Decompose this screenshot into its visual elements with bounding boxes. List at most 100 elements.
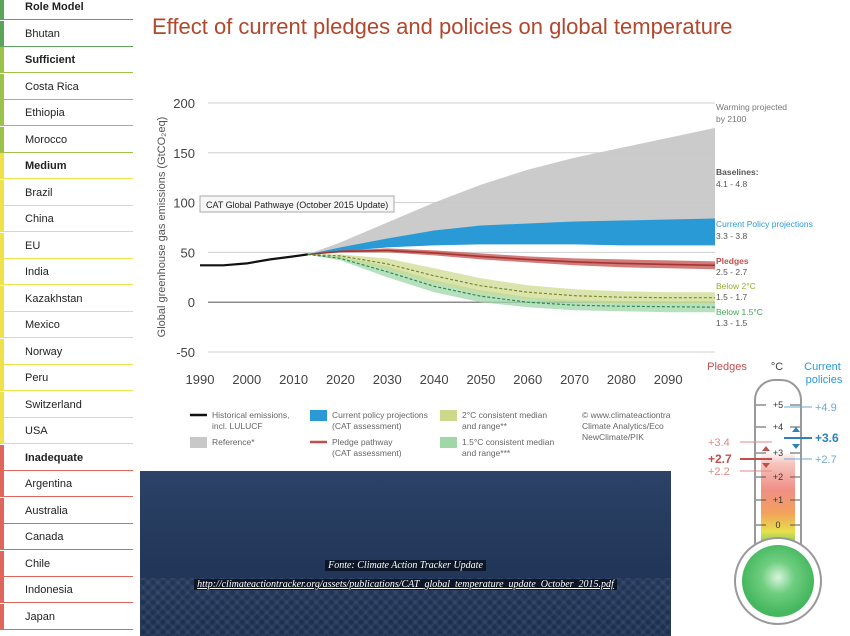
thermo-scale-label: +2 <box>773 472 783 482</box>
two-degree-median-line <box>307 253 715 299</box>
sidebar-item-ethiopia[interactable]: Ethiopia <box>0 100 133 126</box>
source-link-text[interactable]: http://climateactiontracker.org/assets/p… <box>194 579 617 590</box>
sidebar-item-india[interactable]: India <box>0 259 133 285</box>
pledge-value-mid: +2.7 <box>708 452 732 466</box>
pledge-arrow-up-icon <box>762 446 770 451</box>
legend-entry-line: 1.5°C consistent median <box>462 437 554 447</box>
y-tick-label: 50 <box>181 245 195 260</box>
legend-entry-line: Historical emissions, <box>212 410 289 420</box>
sidebar-item-china[interactable]: China <box>0 206 133 232</box>
legend-entry-line: (CAT assessment) <box>332 448 402 458</box>
x-tick-label: 2040 <box>420 372 449 387</box>
x-tick-label: 2010 <box>279 372 308 387</box>
legend-swatch-1 <box>310 410 327 421</box>
sidebar-item-morocco[interactable]: Morocco <box>0 126 133 153</box>
thermo-scale-label: +1 <box>773 495 783 505</box>
policy-arrow-down-icon <box>792 444 800 449</box>
y-tick-label: 0 <box>188 295 195 310</box>
temperature-thermometer: Pledges °C Current policies +5+4+3+2+10 … <box>707 361 844 625</box>
x-tick-label: 2030 <box>373 372 402 387</box>
thermo-unit: °C <box>771 361 783 373</box>
y-tick-label: 150 <box>173 146 195 161</box>
legend-entry-1: Current policy projections (CAT assessmen… <box>332 410 428 431</box>
legend-entry-line: Reference* <box>212 437 255 447</box>
right-label-2-5-2-7: 2.5 - 2.7 <box>716 267 747 277</box>
thermo-policies-header-line1: Current <box>804 361 841 373</box>
sidebar-item-canada[interactable]: Canada <box>0 524 133 550</box>
legend-entry-line: © www.climateactiontra <box>582 410 671 420</box>
sidebar-category-medium: Medium <box>0 153 133 179</box>
y-tick-label: -50 <box>176 345 195 360</box>
legend-entry-5: Pledge pathway (CAT assessment) <box>332 437 402 458</box>
right-label-below-2-c: Below 2°C <box>716 281 756 291</box>
sidebar-item-switzerland[interactable]: Switzerland <box>0 391 133 418</box>
right-label-below-1-5-c: Below 1.5°C <box>716 307 763 317</box>
legend-swatch-2 <box>440 410 457 421</box>
sidebar-item-eu[interactable]: EU <box>0 232 133 259</box>
thermo-policies-header-line2: policies <box>806 374 843 386</box>
sidebar-item-indonesia[interactable]: Indonesia <box>0 577 133 603</box>
thermo-scale-label: +5 <box>773 400 783 410</box>
annotation-box <box>199 195 395 213</box>
sidebar-category-inadequate: Inadequate <box>0 444 133 471</box>
two-degree-band <box>307 254 715 304</box>
thermo-scale-label: 0 <box>775 520 780 530</box>
sidebar-category-role-model: Role Model <box>0 0 133 20</box>
sidebar-item-chile[interactable]: Chile <box>0 550 133 577</box>
thermo-policies-header: Current policies <box>804 361 844 386</box>
policy-value-low: +2.7 <box>815 454 837 466</box>
x-tick-label: 2000 <box>232 372 261 387</box>
thermo-pledges-header: Pledges <box>707 361 747 373</box>
sidebar-item-costa-rica[interactable]: Costa Rica <box>0 73 133 100</box>
sidebar-item-japan[interactable]: Japan <box>0 603 133 630</box>
right-label-1-3-1-5: 1.3 - 1.5 <box>716 318 747 328</box>
annotation-text: CAT Global Pathwaye (October 2015 Update… <box>206 200 388 210</box>
legend-entry-6: 1.5°C consistent median and range*** <box>462 437 554 458</box>
sidebar-category-sufficient: Sufficient <box>0 47 133 73</box>
source-label: Fonte: Climate Action Tracker Update <box>140 560 671 571</box>
source-label-text: Fonte: Climate Action Tracker Update <box>325 560 486 571</box>
legend-entry-4: Reference* <box>212 437 255 447</box>
sidebar-item-brazil[interactable]: Brazil <box>0 179 133 206</box>
sidebar-item-usa[interactable]: USA <box>0 418 133 444</box>
thermo-scale: +5 +4 +3 +2 +1 0 <box>756 400 800 530</box>
x-tick-label: 2020 <box>326 372 355 387</box>
pledge-value-high: +3.4 <box>708 437 730 449</box>
policy-value-mid: +3.6 <box>815 431 839 445</box>
thermo-markers: +3.4+2.7+2.2+4.9+3.6+2.7 <box>708 402 839 478</box>
one-five-degree-median-line <box>307 253 716 308</box>
sidebar-item-norway[interactable]: Norway <box>0 338 133 365</box>
sidebar-item-kazakhstan[interactable]: Kazakhstan <box>0 285 133 312</box>
historical-emissions-line <box>200 253 308 267</box>
country-rating-sidebar: Role Model Bhutan Sufficient Costa Rica Ethi… <box>0 0 133 636</box>
sidebar-item-mexico[interactable]: Mexico <box>0 312 133 338</box>
right-label-pledges: Pledges <box>716 256 749 266</box>
y-axis-label: Global greenhouse gas emissions (GtCO₂eq… <box>156 117 168 338</box>
right-label-baselines: Baselines: <box>716 167 759 177</box>
pledge-median-line <box>307 249 716 267</box>
sidebar-item-peru[interactable]: Peru <box>0 365 133 391</box>
sidebar-item-australia[interactable]: Australia <box>0 497 133 524</box>
legend-entry-2: 2°C consistent median and range** <box>462 410 547 431</box>
source-link[interactable]: http://climateactiontracker.org/assets/p… <box>140 579 671 590</box>
policy-arrow-up-icon <box>792 427 800 432</box>
x-tick-label: 2090 <box>654 372 683 387</box>
source-panel: Fonte: Climate Action Tracker Update htt… <box>140 471 671 636</box>
legend-swatch-6 <box>440 437 457 448</box>
right-label-warming-projected: Warming projected <box>716 102 787 112</box>
y-tick-label: 100 <box>173 196 195 211</box>
pledge-arrow-down-icon <box>762 463 770 468</box>
legend-entry-line: and range*** <box>462 448 511 458</box>
right-label-by-2100: by 2100 <box>716 114 747 124</box>
x-tick-label: 2070 <box>560 372 589 387</box>
sidebar-item-argentina[interactable]: Argentina <box>0 471 133 497</box>
legend-entry-line: incl. LULUCF <box>212 421 263 431</box>
x-tick-label: 2080 <box>607 372 636 387</box>
thermo-scale-label: +3 <box>773 448 783 458</box>
legend-entry-line: (CAT assessment) <box>332 421 402 431</box>
right-label-1-5-1-7: 1.5 - 1.7 <box>716 292 747 302</box>
thermo-bulb <box>742 545 814 617</box>
sidebar-item-bhutan[interactable]: Bhutan <box>0 20 133 47</box>
y-tick-label: 200 <box>173 96 195 111</box>
legend-entry-line: 2°C consistent median <box>462 410 547 420</box>
